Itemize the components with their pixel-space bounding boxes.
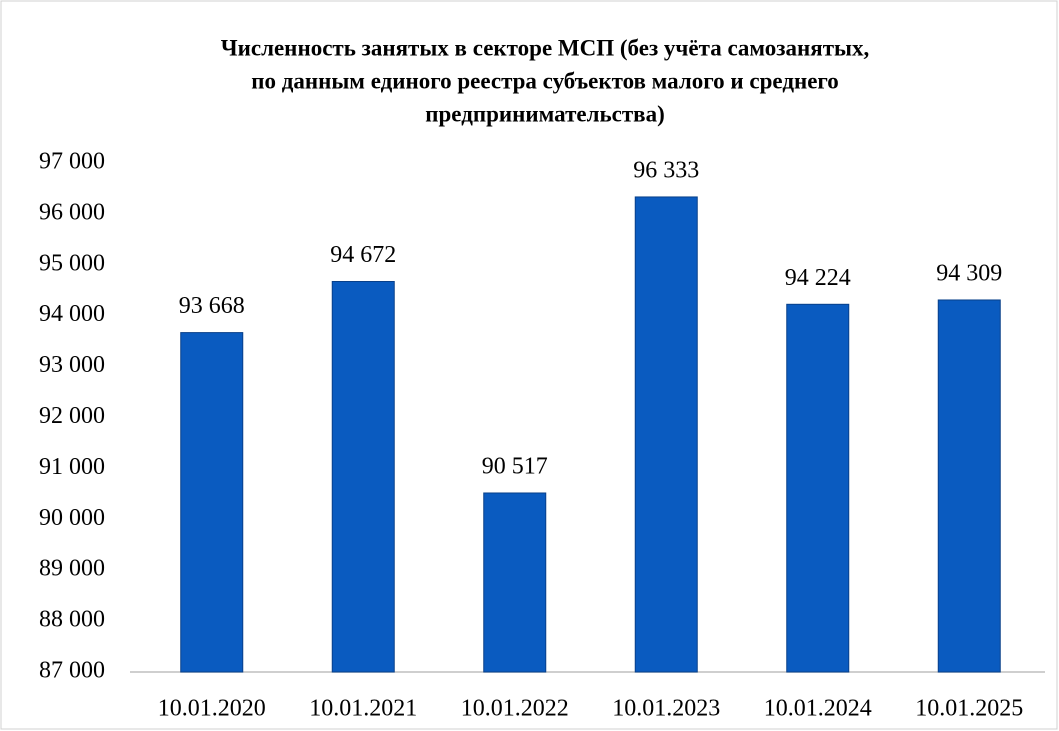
y-tick-label: 97 000: [39, 149, 105, 175]
x-tick-label: 10.01.2020: [158, 696, 266, 722]
bar: [937, 299, 1001, 673]
y-tick-label: 92 000: [39, 403, 105, 429]
bar: [786, 303, 850, 673]
y-tick-label: 91 000: [39, 454, 105, 480]
x-tick-label: 10.01.2022: [461, 696, 569, 722]
bar: [634, 196, 698, 673]
y-tick-label: 95 000: [39, 250, 105, 276]
value-label: 96 333: [633, 157, 699, 183]
y-tick-label: 89 000: [39, 556, 105, 582]
value-label: 94 224: [785, 265, 851, 291]
value-label: 94 309: [936, 260, 1002, 286]
x-tick-label: 10.01.2021: [309, 696, 417, 722]
bar: [483, 492, 547, 673]
value-label: 90 517: [482, 453, 548, 479]
chart-title: предпринимательства): [425, 101, 664, 126]
chart-title: по данным единого реестра субъектов мало…: [251, 68, 839, 93]
x-tick-label: 10.01.2024: [764, 696, 872, 722]
value-label: 93 668: [179, 293, 245, 319]
chart-title: Численность занятых в секторе МСП (без у…: [221, 35, 870, 60]
y-tick-label: 88 000: [39, 607, 105, 633]
y-tick-label: 96 000: [39, 199, 105, 225]
x-tick-label: 10.01.2025: [915, 696, 1023, 722]
bar: [180, 332, 244, 673]
y-tick-label: 90 000: [39, 505, 105, 531]
y-tick-label: 94 000: [39, 301, 105, 327]
value-label: 94 672: [330, 242, 396, 268]
y-tick-label: 93 000: [39, 352, 105, 378]
y-tick-label: 87 000: [39, 658, 105, 684]
bar: [331, 280, 395, 673]
x-tick-label: 10.01.2023: [612, 696, 720, 722]
